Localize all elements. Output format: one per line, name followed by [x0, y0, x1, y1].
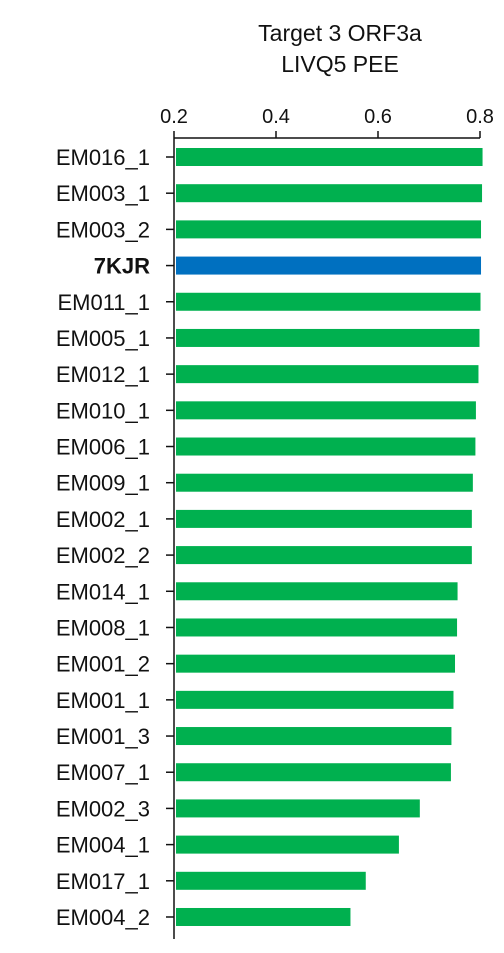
bar-7KJR: [176, 256, 482, 275]
category-label: EM002_1: [56, 507, 150, 532]
category-label: EM002_3: [56, 796, 150, 821]
bar-EM012_1: [176, 365, 479, 384]
category-label: EM010_1: [56, 398, 150, 423]
bar-EM008_1: [176, 618, 458, 637]
category-label: EM017_1: [56, 869, 150, 894]
category-label: EM011_1: [57, 290, 150, 315]
x-tick-label: 0.8: [466, 106, 494, 128]
category-label: EM008_1: [56, 615, 150, 640]
bar-EM017_1: [176, 871, 366, 890]
bar-EM005_1: [176, 328, 480, 347]
category-label: EM002_2: [56, 543, 150, 568]
x-tick-label: 0.4: [262, 106, 290, 128]
category-label: EM016_1: [56, 145, 150, 170]
category-label: 7KJR: [94, 254, 150, 279]
bar-EM002_3: [176, 799, 420, 818]
category-label: EM004_2: [56, 905, 150, 930]
x-tick-label: 0.6: [364, 106, 392, 128]
bar-EM004_1: [176, 835, 399, 854]
category-label: EM001_3: [56, 724, 150, 749]
bar-EM003_1: [176, 184, 483, 203]
category-label: EM007_1: [56, 760, 150, 785]
category-label: EM009_1: [56, 471, 150, 496]
category-label: EM003_1: [56, 181, 150, 206]
y-axis: EM016_1 EM003_1 EM003_2 7KJR EM011_1 EM005_1 E…: [56, 138, 175, 939]
bar-EM010_1: [176, 401, 476, 420]
bar-EM006_1: [176, 437, 476, 456]
bar-EM001_1: [176, 690, 454, 709]
chart-title-line: Target 3 ORF3a: [258, 20, 422, 46]
chart-title-line: LIVQ5 PEE: [281, 51, 399, 77]
category-label: EM001_2: [56, 652, 150, 677]
bar-EM001_2: [176, 654, 456, 673]
bar-EM001_3: [176, 727, 452, 746]
bar-EM014_1: [176, 582, 458, 601]
category-label: EM005_1: [56, 326, 150, 351]
bar-EM002_2: [176, 546, 472, 565]
bars: [176, 148, 483, 926]
chart-title: Target 3 ORF3a LIVQ5 PEE: [258, 20, 422, 77]
category-label: EM004_1: [56, 833, 150, 858]
category-label: EM003_2: [56, 217, 150, 242]
bar-EM016_1: [176, 148, 483, 166]
bar-EM009_1: [176, 473, 473, 492]
bar-EM003_2: [176, 220, 482, 239]
bar-EM007_1: [176, 763, 451, 782]
bar-EM002_1: [176, 509, 472, 528]
category-label: EM006_1: [56, 435, 150, 460]
bar-EM004_2: [176, 907, 351, 926]
category-label: EM001_1: [56, 688, 150, 713]
category-label: EM014_1: [56, 579, 150, 604]
category-label: EM012_1: [56, 362, 150, 387]
x-tick-label: 0.2: [160, 106, 188, 128]
x-axis: 0.2 0.4 0.6 0.8: [160, 106, 494, 139]
bar-EM011_1: [176, 292, 481, 311]
